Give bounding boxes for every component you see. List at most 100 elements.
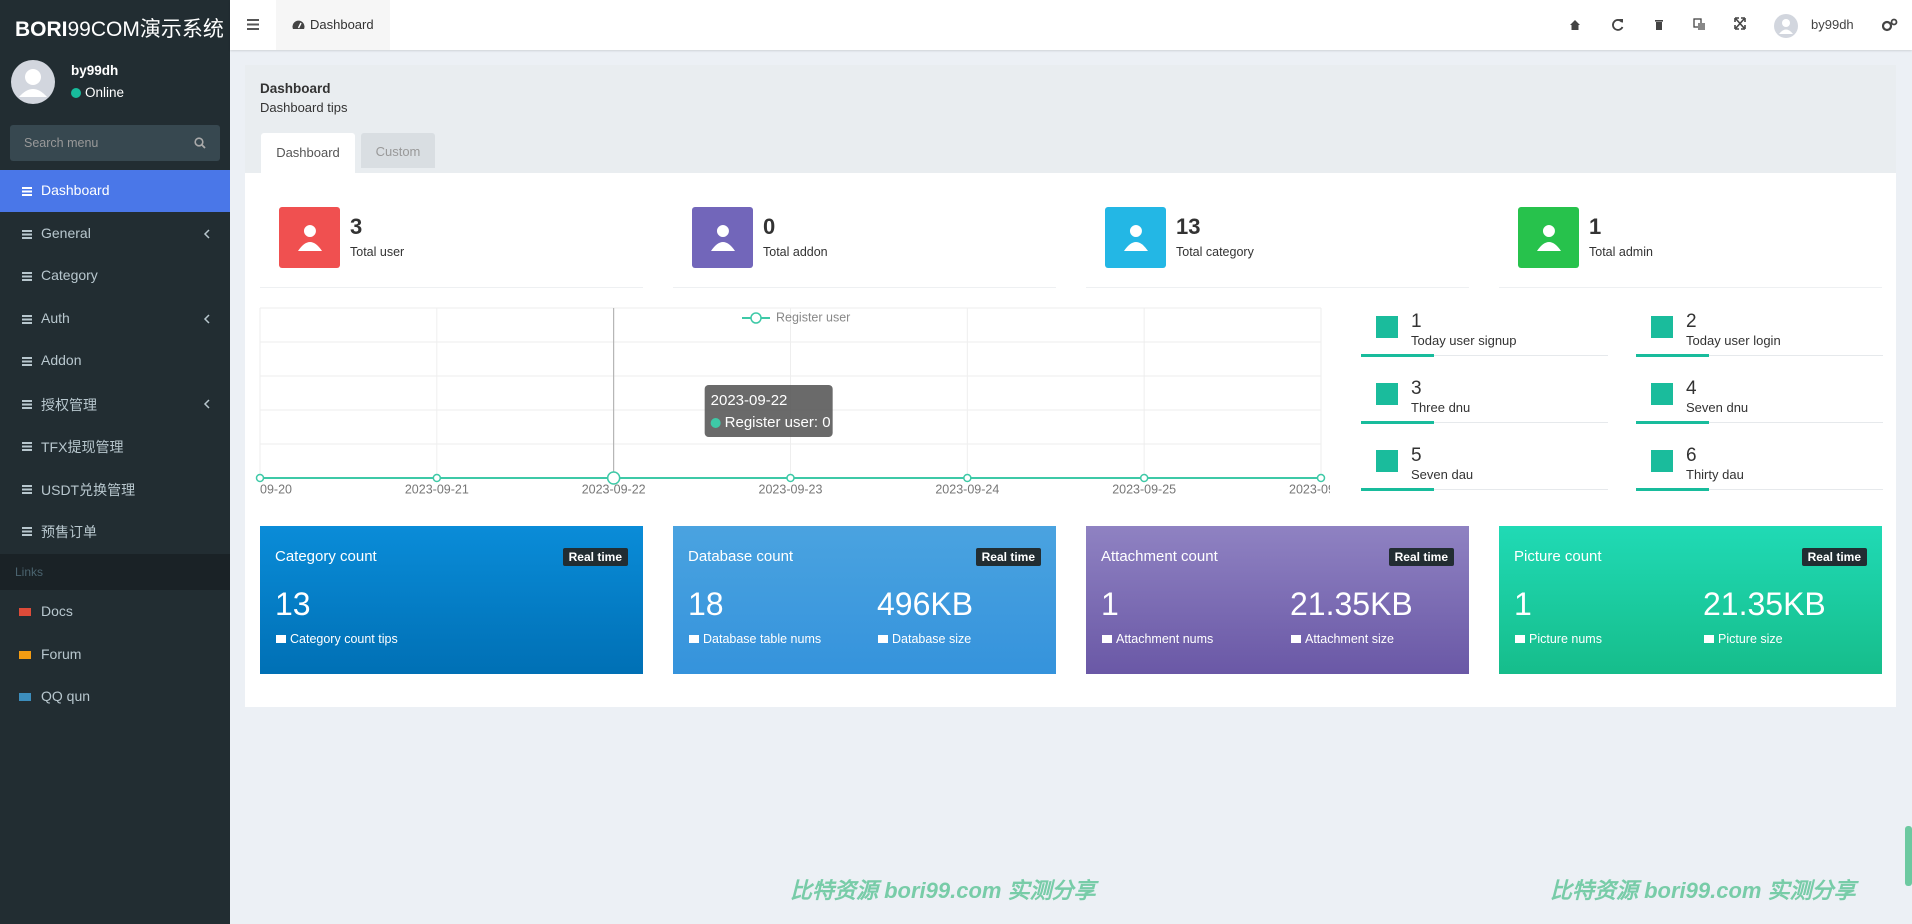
translate-icon[interactable] [1693, 18, 1705, 30]
stat-icon [1105, 207, 1166, 268]
mini-stat-line [1636, 355, 1883, 356]
data-point [963, 473, 972, 483]
card-title: Picture count [1514, 548, 1602, 565]
icon-shape [1651, 383, 1673, 405]
info-card: Category count Real time 13 Category count … [260, 526, 643, 674]
submenu-arrow [203, 313, 210, 324]
icon-shape [711, 225, 735, 251]
menu-item[interactable]: USDT兑换管理 [0, 468, 230, 510]
stat-underline [1086, 287, 1469, 288]
mini-stat-accent [1636, 421, 1709, 424]
search-icon [194, 137, 206, 149]
card-badge: Real time [562, 548, 628, 566]
fullscreen-icon[interactable] [1734, 17, 1746, 30]
menu-item[interactable]: General [0, 213, 230, 255]
mini-stat-label: Thirty dau [1686, 467, 1744, 482]
menu-item[interactable]: Auth [0, 298, 230, 340]
link-item[interactable]: Docs [0, 591, 230, 633]
settings-icon[interactable] [1882, 18, 1898, 32]
mini-stat-value: 4 [1686, 378, 1697, 399]
tooltip-box [704, 385, 833, 437]
topbar: Dashboard by99dh [230, 0, 1912, 50]
brand-bold: BORI [15, 18, 68, 41]
trash-icon[interactable] [1655, 20, 1663, 30]
icon [22, 399, 32, 409]
icon [1515, 635, 1525, 643]
icon-shape [1102, 635, 1112, 643]
x-tick-label: 2023-09-22 [582, 482, 646, 496]
menu-item[interactable]: Addon [0, 340, 230, 382]
icon-shape [1704, 635, 1714, 643]
link-item[interactable]: QQ qun [0, 676, 230, 718]
icon [1376, 316, 1398, 338]
link-item[interactable]: Forum [0, 634, 230, 676]
refresh-icon[interactable] [1612, 19, 1624, 31]
x-tick-label: 2023-09-21 [405, 482, 469, 496]
menu-toggle[interactable] [247, 19, 259, 30]
menu-item[interactable]: TFX提现管理 [0, 425, 230, 467]
top-avatar[interactable] [1774, 14, 1798, 38]
icon-shape [19, 650, 31, 659]
menu-item[interactable]: Category [0, 255, 230, 297]
menu-item[interactable]: 预售订单 [0, 510, 230, 552]
icon [1376, 383, 1398, 405]
icon-shape [1376, 383, 1398, 405]
icon-shape [1124, 225, 1148, 251]
arrow-shape [203, 313, 210, 324]
card-label: Picture nums [1529, 632, 1602, 646]
stat-label: Total addon [763, 245, 828, 259]
nav-tab[interactable]: Dashboard [276, 0, 390, 50]
mini-stat-line [1636, 422, 1883, 423]
mini-stat-line [1361, 355, 1608, 356]
card-value: 1 [1514, 586, 1532, 622]
mini-stat-value: 2 [1686, 311, 1697, 332]
icon-shape [1537, 225, 1561, 251]
card-value: 13 [275, 586, 311, 622]
menu-label: General [41, 224, 91, 241]
search-box[interactable]: Search menu [10, 125, 220, 161]
icon [19, 608, 31, 616]
icon [1651, 450, 1673, 472]
mini-stat-accent [1361, 421, 1434, 424]
icon [19, 693, 31, 701]
stat-label: Total admin [1589, 245, 1653, 259]
icon [1651, 383, 1673, 405]
tooltip-marker [710, 418, 721, 428]
stat-icon [692, 207, 753, 268]
menu-label: 授权管理 [41, 396, 97, 413]
tooltip-title: 2023-09-22 [711, 392, 788, 409]
card-badge: Real time [975, 548, 1041, 566]
stat-value: 3 [350, 214, 363, 239]
icon [22, 272, 32, 281]
icon-shape [22, 229, 32, 239]
mini-stat-label: Three dnu [1411, 400, 1471, 415]
card-label: Category count tips [290, 632, 398, 646]
menu-item[interactable]: 授权管理 [0, 383, 230, 425]
data-point [606, 471, 621, 485]
submenu-arrow [203, 228, 210, 239]
mini-stat-value: 3 [1411, 378, 1422, 399]
icon [22, 527, 32, 536]
tab-custom[interactable]: Custom [361, 133, 435, 168]
card-value: 21.35KB [1703, 586, 1826, 622]
card-label: Database table nums [703, 632, 822, 646]
x-tick-label: 2023-09-20 [250, 482, 292, 496]
x-tick-label: 2023-09-26 [1289, 482, 1340, 496]
mini-stat-accent [1361, 488, 1434, 491]
menu-item[interactable]: Dashboard [0, 170, 230, 212]
arrow-shape [203, 228, 210, 239]
card-label: Attachment size [1305, 632, 1394, 646]
tab-label: Dashboard [276, 145, 340, 160]
home-icon[interactable] [1570, 20, 1580, 30]
tab-dashboard[interactable]: Dashboard [261, 133, 355, 173]
card-value: 496KB [877, 586, 974, 622]
line-chart: 2023-09-20 2023-09-21 2023-09-22 2023-09-23… [250, 307, 1340, 496]
data-point [432, 473, 442, 483]
sidebar: BORI99COM演示系统 by99dh Online Search menu … [0, 0, 230, 924]
stat-value: 1 [1589, 214, 1602, 239]
top-user[interactable]: by99dh [1811, 17, 1854, 32]
tooltip-text: Register user: 0 [725, 414, 831, 431]
stat-underline [673, 287, 1056, 288]
icon-shape [1376, 450, 1398, 472]
